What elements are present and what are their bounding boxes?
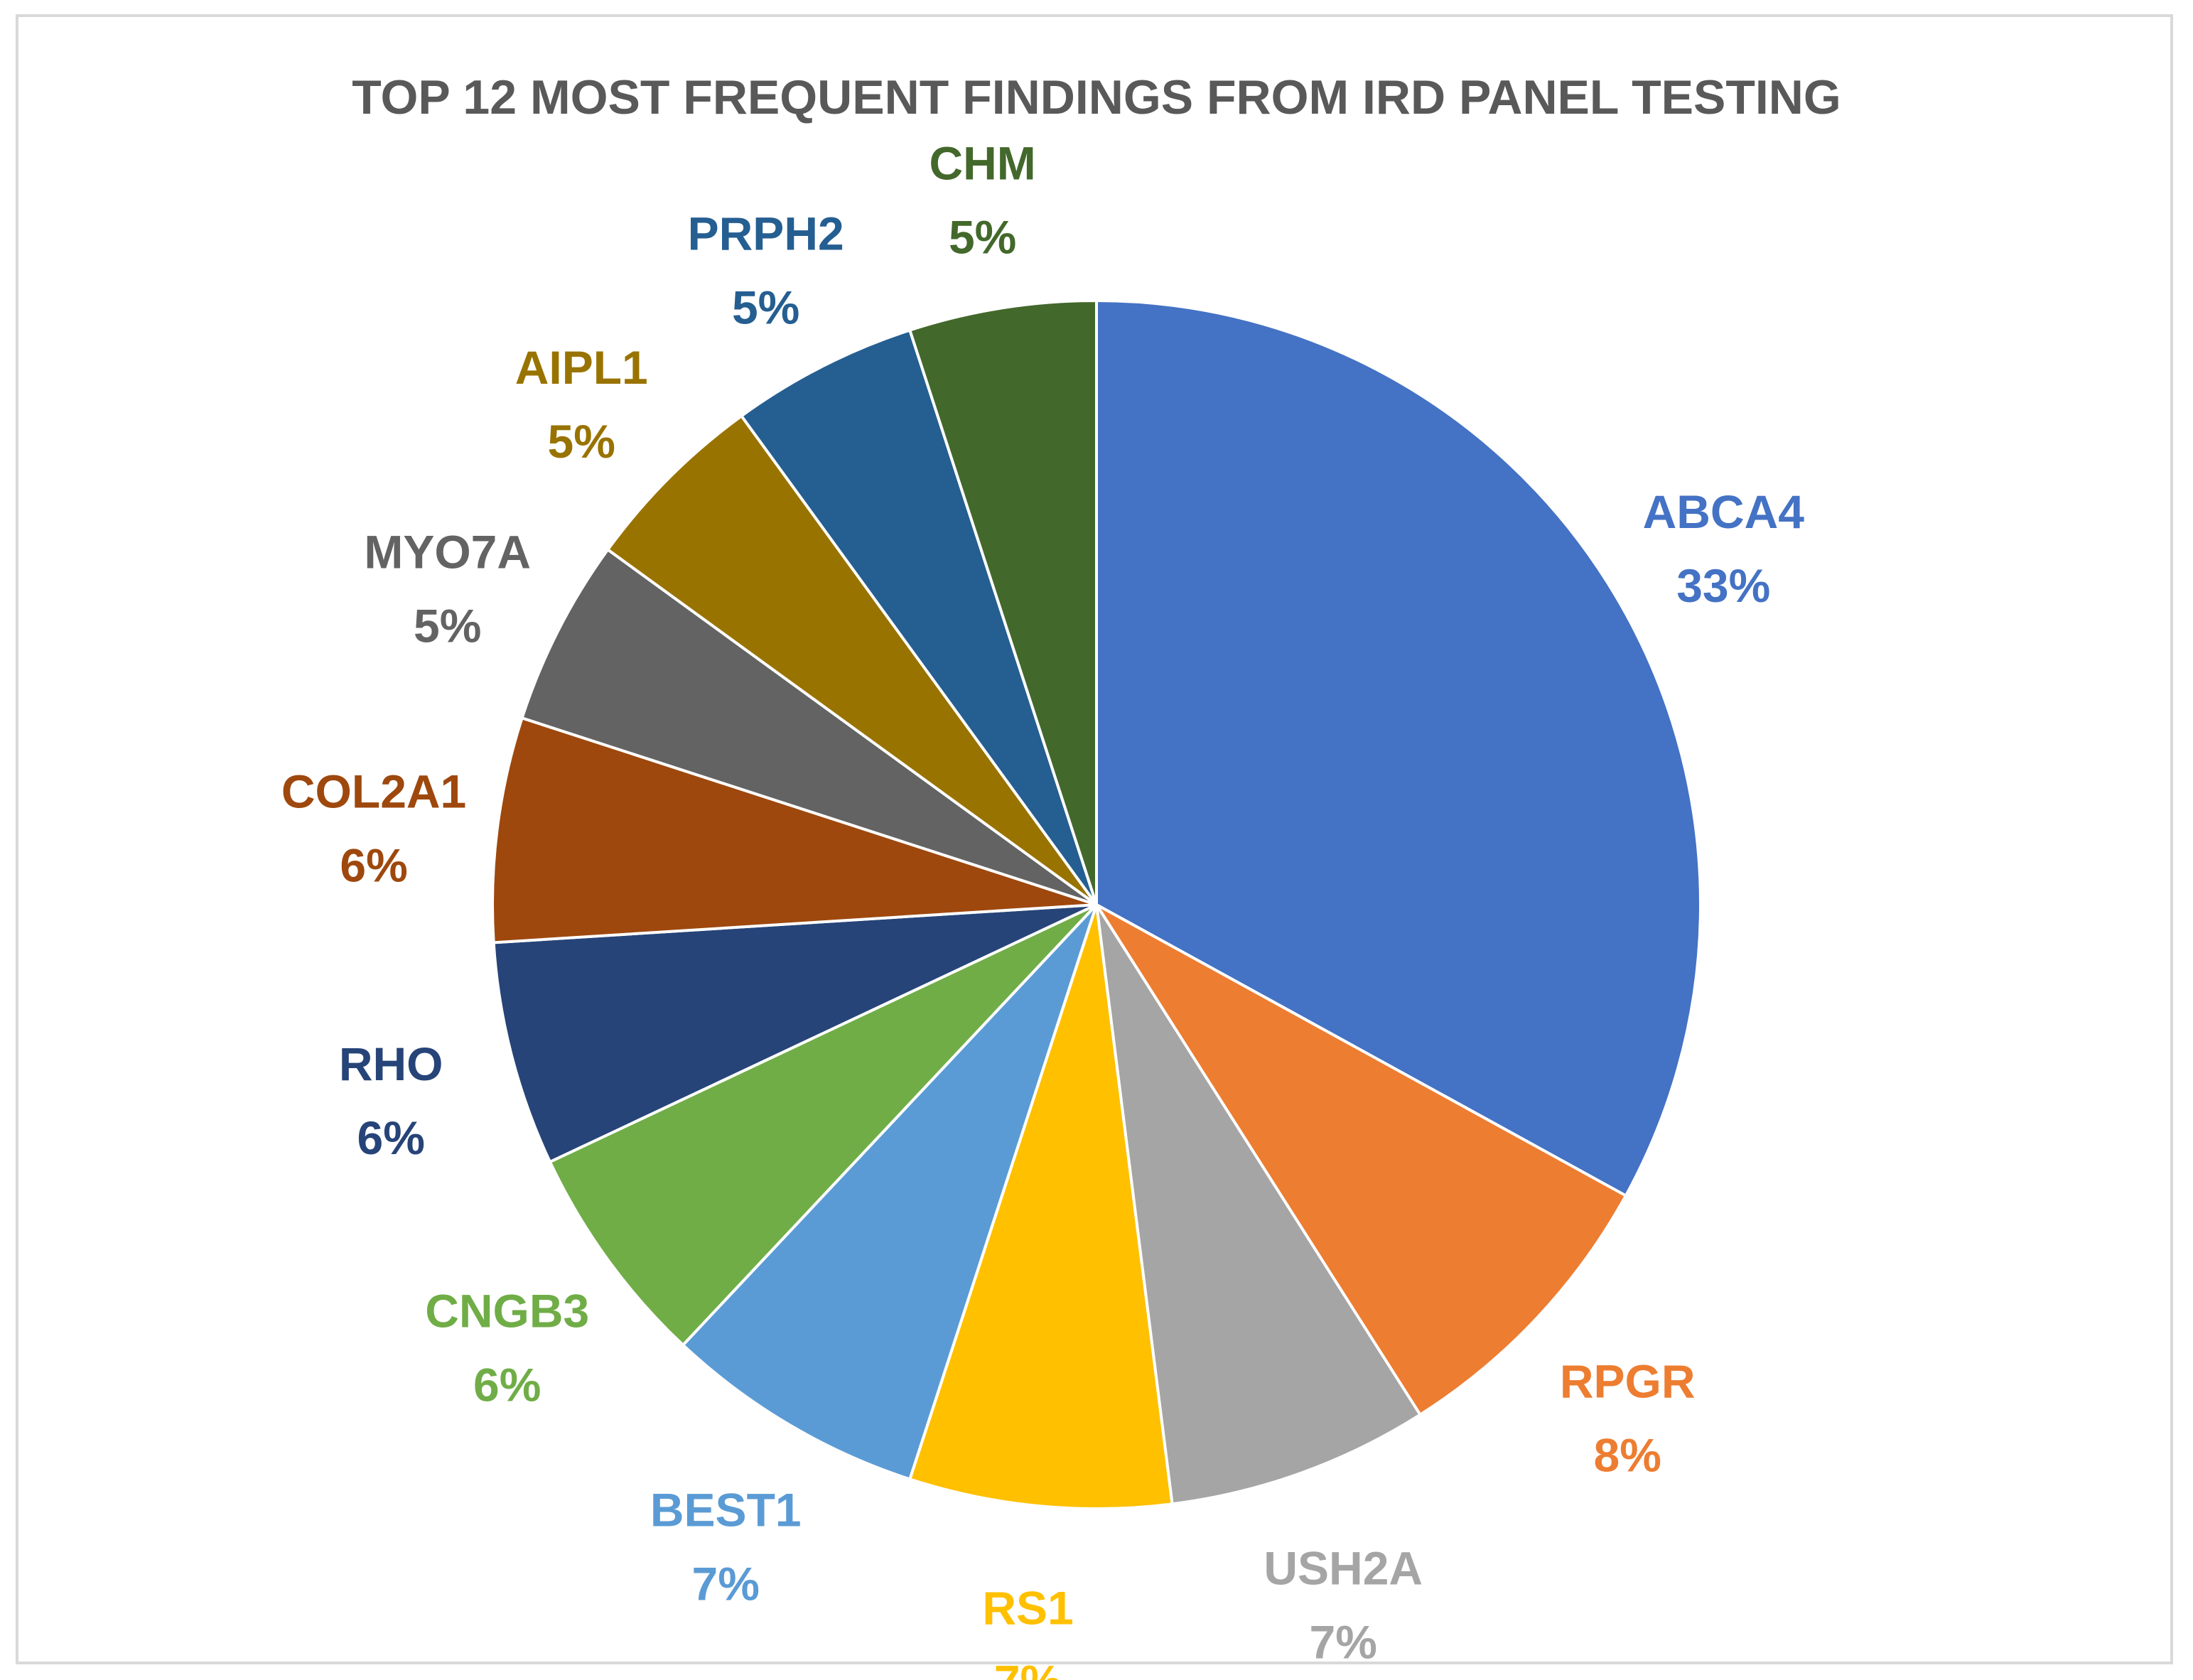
pie-slice-aipl1 [605,414,1098,906]
pie-slice-abca4 [1095,298,1702,1198]
slice-name-label-best1: BEST1 [650,1483,802,1536]
slice-name-label-rs1: RS1 [982,1581,1073,1634]
pie-slices [491,298,1702,1510]
slice-name-label-rho: RHO [339,1038,443,1090]
pie-slice-best1 [681,903,1098,1481]
slice-name-label-myo7a: MYO7A [364,526,531,578]
slice-percent-label-best1: 7% [692,1557,760,1610]
pie-slice-rs1 [907,904,1174,1510]
slice-name-label-cngb3: CNGB3 [425,1284,589,1337]
chart-title: TOP 12 MOST FREQUENT FINDINGS FROM IRD P… [352,70,1841,124]
slice-name-label-aipl1: AIPL1 [515,341,648,394]
slice-percent-label-abca4: 33% [1676,559,1770,612]
pie-slice-chm [907,298,1098,905]
slice-percent-label-cngb3: 6% [473,1358,541,1411]
pie-slice-rpgr [1095,903,1628,1417]
slice-percent-label-rs1: 7% [994,1655,1062,1680]
pie-slice-col2a1 [491,716,1097,944]
slice-name-label-rpgr: RPGR [1560,1355,1696,1408]
slice-percent-label-myo7a: 5% [414,600,481,652]
pie-slice-ush2a [1095,903,1423,1506]
pie-slice-myo7a [520,547,1098,906]
slice-percent-label-ush2a: 7% [1310,1615,1377,1668]
pie-slice-prph2 [739,328,1098,906]
slice-percent-label-aipl1: 5% [548,415,615,468]
slice-name-label-col2a1: COL2A1 [281,765,466,818]
slice-percent-label-rho: 6% [357,1111,425,1164]
slice-percent-label-col2a1: 6% [340,839,407,892]
slice-name-label-prph2: PRPH2 [688,208,844,260]
slice-name-label-chm: CHM [929,137,1035,190]
pie-slice-cngb3 [548,903,1098,1347]
slice-name-label-abca4: ABCA4 [1643,485,1805,538]
pie-labels: ABCA4 33% RPGR 8% USH2A 7% RS1 7% BEST1 7% CNGB3 6%… [281,137,1804,1680]
pie-slice-rho [492,903,1097,1164]
slice-name-label-ush2a: USH2A [1263,1541,1423,1594]
slice-percent-label-rpgr: 8% [1593,1429,1661,1482]
slice-percent-label-prph2: 5% [732,281,799,334]
slice-percent-label-chm: 5% [949,211,1016,264]
